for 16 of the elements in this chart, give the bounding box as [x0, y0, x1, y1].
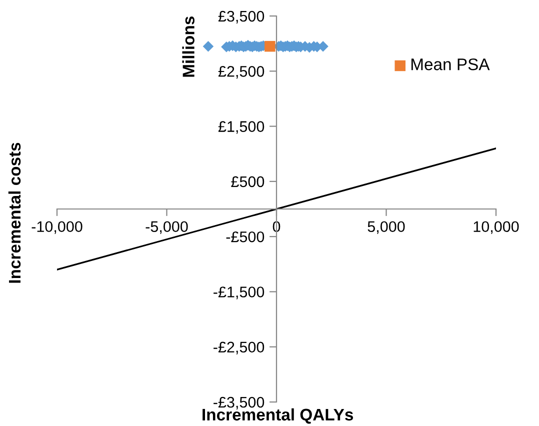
- y-tick-label: £2,500: [218, 66, 264, 79]
- y-tick-label: -£2,500: [214, 342, 264, 354]
- y-tick-label: -£500: [226, 231, 264, 242]
- y-tick-label: -£3,500: [214, 396, 264, 410]
- y-axis-title: Incremental costs: [8, 142, 21, 283]
- y-tick-label: £3,500: [218, 10, 264, 24]
- x-tick-label: -10,000: [32, 221, 82, 234]
- x-axis-title: Incremental QALYs: [202, 408, 354, 424]
- x-tick-label: 5,000: [368, 221, 405, 234]
- x-tick-label: 10,000: [474, 221, 519, 234]
- y-tick-label: -£1,500: [214, 286, 264, 300]
- annotation: Millions: [182, 16, 194, 77]
- x-tick-label: -5,000: [146, 221, 188, 234]
- legend-label: Mean PSA: [411, 58, 490, 70]
- y-tick-label: £1,500: [218, 121, 264, 134]
- y-tick-label: £500: [231, 176, 264, 188]
